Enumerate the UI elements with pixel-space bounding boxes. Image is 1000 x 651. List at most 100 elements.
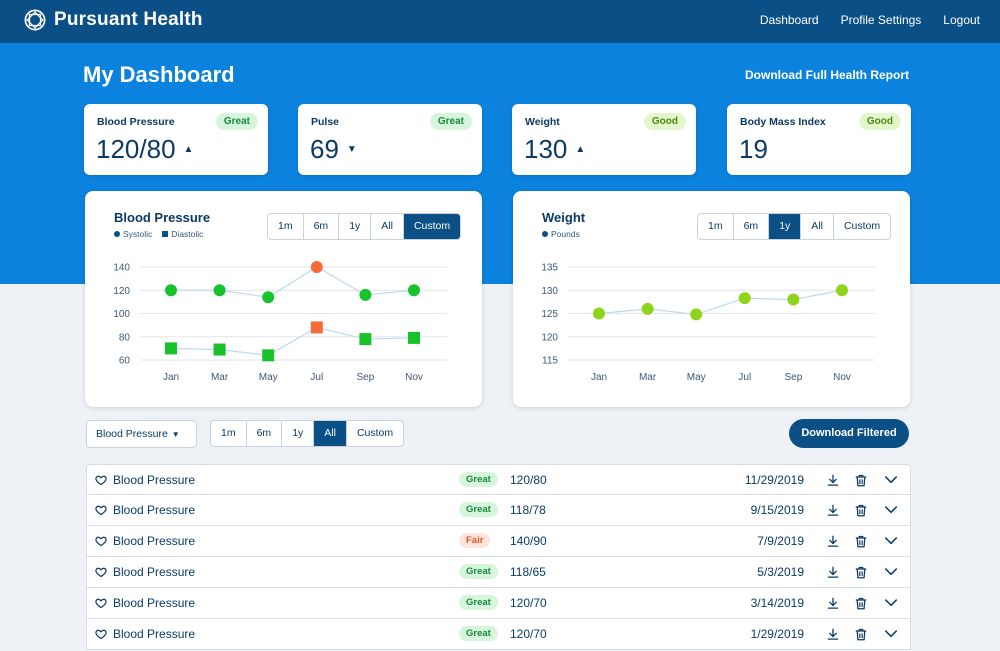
data-point[interactable] xyxy=(408,331,420,344)
heart-icon[interactable] xyxy=(95,566,107,578)
data-point[interactable] xyxy=(836,284,848,297)
heart-icon[interactable] xyxy=(95,628,107,640)
chevron-down-icon[interactable] xyxy=(884,536,898,546)
x-tick-label: Sep xyxy=(785,372,803,383)
trash-icon[interactable] xyxy=(854,473,868,488)
download-full-report-link[interactable]: Download Full Health Report xyxy=(745,68,909,82)
heart-icon[interactable] xyxy=(95,597,107,609)
trash-icon[interactable] xyxy=(854,503,868,518)
heart-icon[interactable] xyxy=(95,474,107,486)
range-1m[interactable]: 1m xyxy=(278,220,293,232)
range-6m[interactable]: 6m xyxy=(732,214,769,239)
download-icon[interactable] xyxy=(826,503,840,518)
data-point[interactable] xyxy=(310,261,323,273)
brand-name: Pursuant Health xyxy=(54,9,203,30)
circle-marker-icon xyxy=(542,231,548,237)
data-point[interactable] xyxy=(262,349,275,362)
trash-icon[interactable] xyxy=(854,565,868,580)
trash-icon[interactable] xyxy=(854,534,868,549)
stat-card-bmi[interactable]: Body Mass Index Good 19 xyxy=(727,104,911,175)
record-name: Blood Pressure xyxy=(113,627,196,641)
heart-icon[interactable] xyxy=(95,535,107,547)
stat-card-weight[interactable]: Weight Good 130 ▲ xyxy=(512,104,696,175)
data-point[interactable] xyxy=(213,284,226,297)
data-point[interactable] xyxy=(359,333,372,346)
filter-range-1y[interactable]: 1y xyxy=(281,421,313,446)
data-point[interactable] xyxy=(310,321,323,334)
chevron-down-icon[interactable] xyxy=(884,629,898,639)
data-point[interactable] xyxy=(787,293,800,306)
y-tick-label: 120 xyxy=(113,286,130,297)
nav-dashboard[interactable]: Dashboard xyxy=(759,13,819,27)
chevron-down-icon[interactable] xyxy=(884,505,898,515)
x-tick-label: Mar xyxy=(639,372,657,383)
stat-value: 120/80 ▲ xyxy=(96,134,193,165)
table-row[interactable]: Blood Pressure Great 120/70 1/29/2019 xyxy=(86,619,911,650)
stat-card-blood-pressure[interactable]: Blood Pressure Great 120/80 ▲ xyxy=(84,104,268,175)
x-tick-label: Nov xyxy=(833,372,851,383)
heart-icon[interactable] xyxy=(95,504,107,516)
table-row[interactable]: Blood Pressure Great 118/65 5/3/2019 xyxy=(86,557,911,588)
status-badge: Great xyxy=(215,113,258,130)
data-point[interactable] xyxy=(213,343,226,356)
range-custom[interactable]: Custom xyxy=(832,214,890,239)
data-point[interactable] xyxy=(690,308,703,321)
trend-down-icon: ▼ xyxy=(346,144,357,155)
status-badge: Great xyxy=(459,564,498,579)
status-badge: Great xyxy=(459,472,498,487)
stat-card-pulse[interactable]: Pulse Great 69 ▼ xyxy=(298,104,482,175)
brand[interactable]: Pursuant Health xyxy=(24,9,203,31)
chevron-down-icon[interactable] xyxy=(884,598,898,608)
nav-logout[interactable]: Logout xyxy=(943,13,980,27)
data-point[interactable] xyxy=(738,292,751,305)
range-all[interactable]: All xyxy=(800,214,833,239)
data-point[interactable] xyxy=(165,284,177,297)
record-date: 1/29/2019 xyxy=(750,627,804,641)
data-point[interactable] xyxy=(359,288,372,301)
series-line xyxy=(598,289,843,316)
metric-dropdown-value: Blood Pressure xyxy=(96,428,168,440)
stat-value: 130 ▲ xyxy=(524,134,585,165)
download-icon[interactable] xyxy=(826,473,840,488)
chevron-down-icon[interactable] xyxy=(884,567,898,577)
metric-dropdown[interactable]: Blood Pressure ▼ xyxy=(86,420,197,448)
x-tick-label: Jan xyxy=(591,372,607,383)
table-row[interactable]: Blood Pressure Fair 140/90 7/9/2019 xyxy=(86,526,911,557)
series-line xyxy=(171,266,415,298)
range-6m[interactable]: 6m xyxy=(302,214,339,239)
download-icon[interactable] xyxy=(826,565,840,580)
range-1y[interactable]: 1y xyxy=(338,214,370,239)
record-date: 9/15/2019 xyxy=(750,503,804,517)
chevron-down-icon[interactable] xyxy=(884,475,898,485)
download-icon[interactable] xyxy=(826,627,840,642)
filter-range-1m[interactable]: 1m xyxy=(221,427,236,439)
trash-icon[interactable] xyxy=(854,627,868,642)
record-value: 118/65 xyxy=(510,565,546,579)
y-tick-label: 100 xyxy=(113,309,130,320)
record-date: 7/9/2019 xyxy=(757,534,804,548)
main-nav: Dashboard Profile Settings Logout xyxy=(760,13,980,27)
nav-profile-settings[interactable]: Profile Settings xyxy=(840,13,922,27)
data-point[interactable] xyxy=(262,291,275,304)
download-icon[interactable] xyxy=(826,596,840,611)
range-all[interactable]: All xyxy=(370,214,403,239)
range-1y[interactable]: 1y xyxy=(768,214,801,239)
range-custom[interactable]: Custom xyxy=(402,214,461,239)
stat-number: 120/80 xyxy=(96,134,176,164)
filter-range-custom[interactable]: Custom xyxy=(345,421,403,446)
filter-range-6m[interactable]: 6m xyxy=(245,421,282,446)
record-name: Blood Pressure xyxy=(113,565,196,579)
download-icon[interactable] xyxy=(826,534,840,549)
data-point[interactable] xyxy=(593,307,605,320)
table-row[interactable]: Blood Pressure Great 118/78 9/15/2019 xyxy=(86,495,911,526)
trash-icon[interactable] xyxy=(854,596,868,611)
x-tick-label: Jan xyxy=(163,372,179,383)
download-filtered-button[interactable]: Download Filtered xyxy=(789,419,909,448)
data-point[interactable] xyxy=(641,302,654,315)
range-1m[interactable]: 1m xyxy=(708,220,723,232)
table-row[interactable]: Blood Pressure Great 120/70 3/14/2019 xyxy=(86,588,911,619)
data-point[interactable] xyxy=(165,342,177,355)
table-row[interactable]: Blood Pressure Great 120/80 11/29/2019 xyxy=(86,464,911,495)
filter-range-all[interactable]: All xyxy=(313,421,346,446)
data-point[interactable] xyxy=(408,284,420,297)
